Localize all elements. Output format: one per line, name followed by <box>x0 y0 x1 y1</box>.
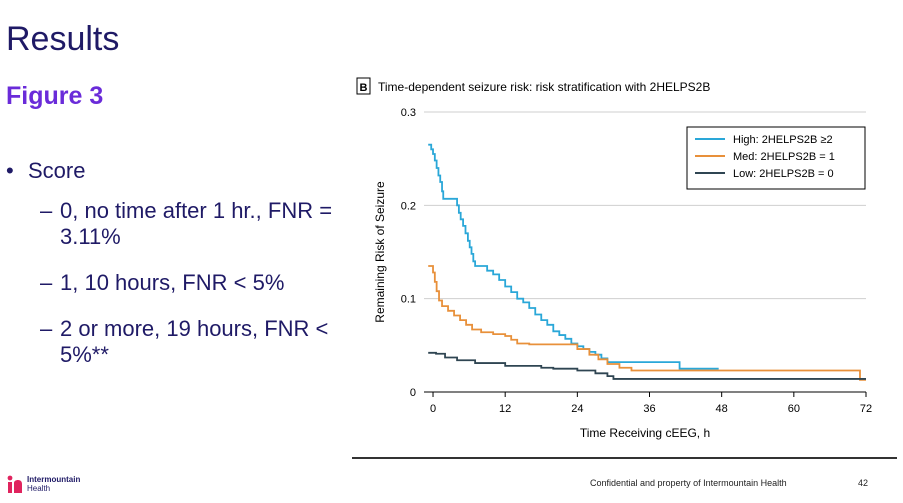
sub-bullet-text: 0, no time after 1 hr., FNR = 3.11% <box>60 198 333 249</box>
footer-confidential: Confidential and property of Intermounta… <box>590 478 787 488</box>
chart-title: Time-dependent seizure risk: risk strati… <box>378 80 710 94</box>
legend-label: High: 2HELPS2B ≥2 <box>733 134 833 146</box>
x-tick-label: 12 <box>499 403 511 415</box>
intermountain-logo-icon <box>7 475 22 493</box>
x-tick-label: 0 <box>430 403 436 415</box>
logo-text: Intermountain Health <box>27 475 80 493</box>
sub-bullet-text: 2 or more, 19 hours, FNR < 5%** <box>60 316 329 367</box>
x-tick-label: 72 <box>860 403 872 415</box>
divider <box>352 457 897 459</box>
bullet-list: • Score – 0, no time after 1 hr., FNR = … <box>6 158 346 368</box>
logo: Intermountain Health <box>6 474 80 494</box>
page-number: 42 <box>858 478 869 488</box>
y-tick-label: 0.3 <box>401 107 416 119</box>
y-tick-label: 0 <box>410 387 416 399</box>
series-line-2 <box>428 351 866 380</box>
panel-letter: B <box>360 82 368 94</box>
bullet-text: Score <box>28 158 86 183</box>
dash-icon: – <box>40 270 53 295</box>
y-axis-label: Remaining Risk of Seizure <box>373 181 387 323</box>
series-line-0 <box>428 143 719 370</box>
y-tick-label: 0.1 <box>401 294 416 306</box>
bullet-dot-icon: • <box>6 158 14 183</box>
x-axis-label: Time Receiving cEEG, h <box>580 426 710 440</box>
bullet-item: • Score <box>6 158 346 184</box>
x-tick-label: 48 <box>716 403 728 415</box>
legend-box <box>686 126 866 190</box>
x-tick-label: 36 <box>643 403 655 415</box>
y-tick-label: 0.2 <box>401 200 416 212</box>
logo-name: Intermountain <box>27 475 81 484</box>
slide-title: Results <box>6 20 120 58</box>
logo-sub: Health <box>27 484 51 493</box>
figure-label: Figure 3 <box>6 82 104 110</box>
sub-bullet-text: 1, 10 hours, FNR < 5% <box>60 270 285 295</box>
dash-icon: – <box>40 198 53 223</box>
dash-icon: – <box>40 316 53 341</box>
sub-bullet: – 0, no time after 1 hr., FNR = 3.11% <box>40 198 346 250</box>
sub-bullet: – 2 or more, 19 hours, FNR < 5%** <box>40 316 346 368</box>
series-line-1 <box>428 265 866 381</box>
x-tick-label: 24 <box>571 403 583 415</box>
legend-label: Med: 2HELPS2B = 1 <box>733 151 835 163</box>
sub-bullet: – 1, 10 hours, FNR < 5% <box>40 270 346 296</box>
legend-label: Low: 2HELPS2B = 0 <box>733 168 834 180</box>
panel-letter-box <box>356 77 371 95</box>
x-tick-label: 60 <box>788 403 800 415</box>
